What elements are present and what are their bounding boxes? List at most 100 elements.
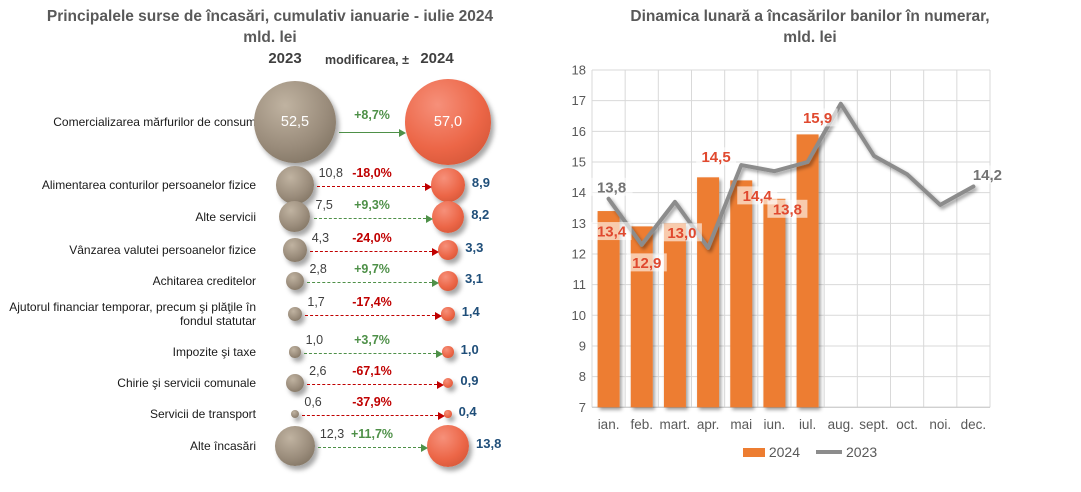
line-label: 14,2: [973, 167, 1002, 184]
bar-label-bg: [696, 147, 737, 166]
column-header-2024: 2024: [420, 50, 454, 67]
bar-iul.: [796, 134, 819, 408]
bubble-2024: [442, 377, 454, 389]
line-series-2023: [606, 101, 976, 250]
row-label: Impozite şi taxe: [172, 344, 256, 359]
bubble-value: 52,5: [280, 113, 310, 130]
y-tick-label: 9: [579, 338, 586, 353]
legend-line-swatch: [816, 450, 842, 454]
x-tick-label: iun.: [764, 417, 786, 432]
value-2024: 1,4: [461, 304, 480, 319]
bar-label-bg: [591, 222, 632, 241]
change-arrow-head: [435, 312, 443, 320]
change-arrow-head: [425, 183, 433, 191]
value-2024: 3,1: [464, 271, 484, 286]
change-arrow: [309, 251, 432, 252]
bubble-2024: 57,0: [405, 79, 491, 165]
x-tick-label: sept.: [859, 417, 888, 432]
legend-item-2024: 2024: [742, 444, 800, 460]
legend-bar-swatch: [742, 447, 765, 457]
row-label: Comercializarea mărfurilor de consum: [53, 114, 256, 129]
value-2024: 13,8: [476, 436, 502, 451]
change-label: -17,4%: [352, 295, 392, 309]
bubble-2024: [444, 410, 452, 418]
change-arrow-head: [399, 129, 407, 137]
change-arrow: [317, 447, 421, 448]
x-tick-label: mart.: [660, 417, 691, 432]
bubble-2024: [441, 307, 455, 321]
row-label: Ajutorul financiar temporar, precum şi p…: [9, 299, 256, 329]
bubble-2024: [431, 168, 465, 202]
y-tick-label: 18: [572, 63, 586, 78]
left-chart-title-line2: mld. lei: [243, 29, 297, 46]
legend-label: 2023: [846, 444, 878, 460]
value-2024: 0,9: [460, 373, 479, 388]
bar-series-2024: [597, 134, 819, 408]
change-label: +9,7%: [354, 262, 390, 276]
change-arrow: [339, 132, 400, 133]
bar-label: 13,8: [773, 201, 802, 218]
bar-feb.: [630, 226, 653, 408]
value-2024: 1,0: [460, 342, 479, 357]
bar-mai: [730, 180, 753, 408]
x-tick-label: ian.: [598, 417, 620, 432]
bubble-2023: [289, 346, 301, 358]
y-tick-label: 10: [572, 308, 586, 323]
change-arrow: [303, 353, 437, 354]
change-arrow-head: [436, 381, 444, 389]
bar-iun.: [763, 198, 786, 408]
x-tick-label: dec.: [961, 417, 987, 432]
y-tick-label: 13: [572, 216, 586, 231]
bar-label-bg: [626, 253, 667, 272]
bubble-2023: 52,5: [253, 80, 336, 163]
bubble-2024: [438, 271, 458, 291]
column-header-2023: 2023: [268, 50, 302, 67]
x-tick-label: iul.: [799, 417, 816, 432]
bubble-2023: [276, 166, 314, 204]
y-tick-label: 17: [572, 93, 586, 108]
bar-label: 14,4: [743, 188, 773, 205]
change-label: +3,7%: [354, 333, 390, 347]
y-tick-label: 14: [572, 185, 586, 200]
y-tick-label: 15: [572, 154, 586, 169]
x-tick-label: feb.: [630, 417, 653, 432]
line-label-bg: [966, 165, 1009, 184]
change-arrow-head: [438, 412, 446, 420]
y-tick-label: 16: [572, 124, 586, 139]
bar-label: 13,0: [667, 225, 696, 242]
bar-ian.: [597, 211, 620, 408]
bubble-value: 57,0: [433, 113, 463, 130]
change-arrow-head: [425, 215, 433, 223]
value-2024: 8,9: [471, 175, 490, 190]
change-label: +8,7%: [354, 108, 390, 122]
change-arrow-head: [432, 279, 440, 287]
x-tick-label: mai: [730, 417, 752, 432]
value-2023: 1,0: [305, 333, 324, 347]
bubble-2023: [285, 271, 305, 291]
value-2024: 3,3: [465, 240, 484, 255]
row-label: Alimentarea conturilor persoanelor fizic…: [41, 177, 256, 192]
bubble-2024: [431, 200, 465, 234]
change-label: -24,0%: [352, 231, 392, 245]
line-label-bg: [590, 177, 633, 196]
value-2023: 10,8: [318, 166, 343, 180]
bubble-2023: [279, 201, 311, 233]
combo-chart-panel: Dinamica lunară a încasărilor banilor în…: [540, 0, 1081, 492]
y-tick-label: 8: [579, 369, 586, 384]
left-chart-title: Principalele surse de încasări, cumulati…: [8, 6, 532, 48]
change-arrow: [302, 415, 439, 416]
bubble-2023: [275, 426, 315, 466]
left-chart-title-line1: Principalele surse de încasări, cumulati…: [46, 8, 494, 25]
legend-label: 2024: [768, 444, 800, 460]
x-tick-label: oct.: [896, 417, 918, 432]
bubble-2024: [442, 346, 454, 358]
row-label: Achitarea creditelor: [152, 273, 256, 288]
bubble-2023: [290, 409, 300, 419]
value-2023: 4,3: [311, 231, 330, 245]
bar-label-bg: [737, 186, 778, 205]
value-2023: 12,3: [319, 427, 345, 441]
change-label: -18,0%: [352, 166, 392, 180]
bar-label: 14,5: [701, 149, 730, 166]
right-chart-title-line1: Dinamica lunară a încasărilor banilor în…: [630, 8, 990, 25]
